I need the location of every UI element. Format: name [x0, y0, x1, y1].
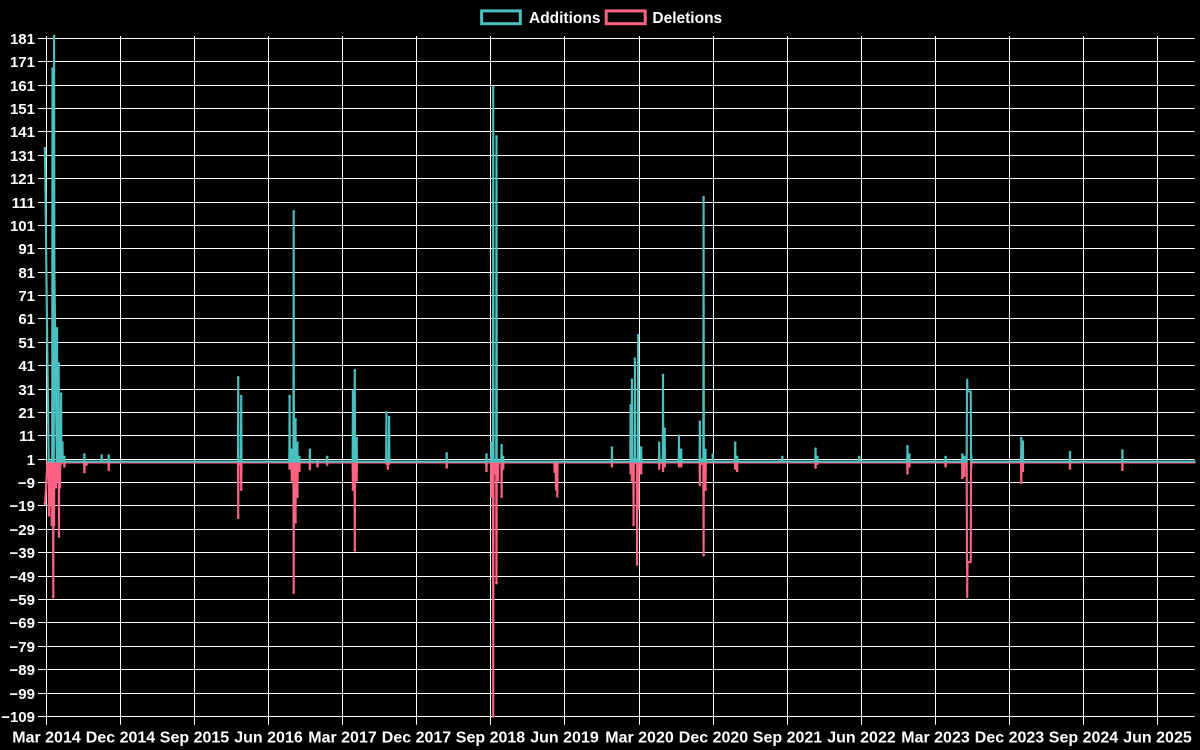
svg-text:141: 141	[10, 124, 35, 141]
svg-text:Dec 2017: Dec 2017	[382, 730, 451, 747]
svg-text:81: 81	[18, 265, 35, 282]
svg-text:Jun 2019: Jun 2019	[530, 730, 599, 747]
svg-text:−39: −39	[10, 545, 35, 562]
svg-text:Jun 2025: Jun 2025	[1123, 730, 1192, 747]
svg-text:171: 171	[10, 54, 35, 71]
svg-text:Mar 2017: Mar 2017	[308, 730, 377, 747]
svg-text:11: 11	[19, 428, 35, 445]
svg-text:51: 51	[18, 335, 35, 352]
svg-text:−49: −49	[10, 569, 35, 586]
svg-text:Sep 2015: Sep 2015	[160, 730, 229, 747]
svg-text:Mar 2014: Mar 2014	[12, 730, 81, 747]
svg-text:Jun 2022: Jun 2022	[827, 730, 896, 747]
svg-text:Jun 2016: Jun 2016	[234, 730, 303, 747]
svg-text:Sep 2021: Sep 2021	[753, 730, 822, 747]
svg-text:151: 151	[10, 101, 35, 118]
svg-text:−69: −69	[10, 615, 35, 632]
svg-text:−109: −109	[1, 709, 35, 726]
svg-text:−9: −9	[18, 475, 35, 492]
svg-text:Sep 2024: Sep 2024	[1049, 730, 1118, 747]
svg-text:61: 61	[18, 311, 35, 328]
svg-text:1: 1	[27, 452, 35, 469]
svg-text:161: 161	[10, 78, 35, 95]
svg-text:71: 71	[18, 288, 35, 305]
svg-text:101: 101	[10, 218, 35, 235]
svg-text:121: 121	[10, 171, 35, 188]
svg-text:−99: −99	[10, 686, 35, 703]
svg-text:−59: −59	[10, 592, 35, 609]
svg-text:Dec 2023: Dec 2023	[975, 730, 1044, 747]
svg-text:31: 31	[18, 382, 35, 399]
svg-text:41: 41	[18, 358, 35, 375]
svg-text:−79: −79	[10, 639, 35, 656]
svg-text:Mar 2023: Mar 2023	[901, 730, 970, 747]
svg-text:−19: −19	[10, 498, 35, 515]
svg-text:Sep 2018: Sep 2018	[456, 730, 525, 747]
svg-text:91: 91	[18, 241, 35, 258]
svg-text:131: 131	[10, 148, 35, 165]
svg-text:Additions: Additions	[529, 10, 600, 27]
svg-text:111: 111	[12, 195, 35, 212]
svg-text:Dec 2020: Dec 2020	[679, 730, 748, 747]
svg-text:−29: −29	[10, 522, 35, 539]
svg-text:Mar 2020: Mar 2020	[605, 730, 674, 747]
svg-text:181: 181	[10, 31, 35, 48]
svg-text:Dec 2014: Dec 2014	[86, 730, 155, 747]
svg-text:−89: −89	[10, 662, 35, 679]
svg-text:Deletions: Deletions	[652, 10, 722, 27]
svg-text:21: 21	[18, 405, 35, 422]
